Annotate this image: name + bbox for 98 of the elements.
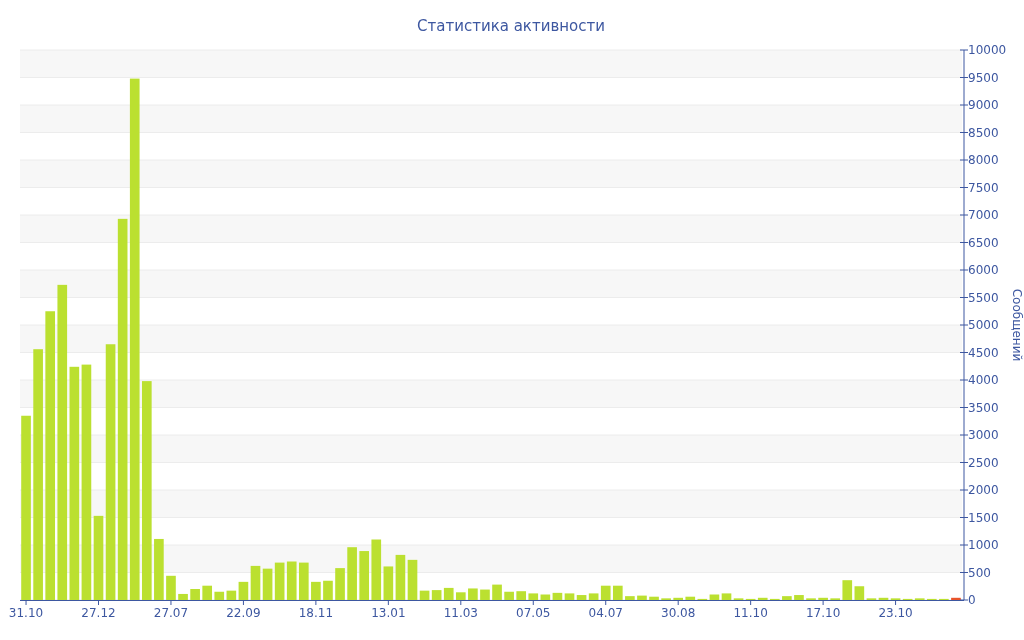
bar [552, 592, 563, 600]
bar [625, 596, 635, 600]
bar [226, 590, 237, 600]
y-tick-label: 6000 [968, 263, 999, 278]
x-tick-label: 17.10 [805, 606, 841, 620]
bar [190, 589, 200, 600]
y-tick-label: 6500 [968, 235, 999, 250]
bar [335, 568, 345, 600]
y-tick-label: 1000 [968, 538, 999, 553]
bar [129, 78, 140, 600]
bar [81, 364, 92, 600]
bar [274, 562, 285, 600]
bar [637, 595, 647, 600]
bar [141, 381, 152, 600]
y-tick-label: 5000 [968, 318, 999, 333]
bar [383, 566, 394, 600]
y-tick-label: 4500 [968, 345, 999, 360]
x-tick-label: 04.07 [588, 606, 623, 620]
bar [757, 597, 768, 600]
bar [117, 218, 128, 600]
bar [443, 587, 454, 600]
x-tick-label: 13.01 [371, 606, 406, 620]
y-tick-label: 500 [968, 565, 991, 580]
x-tick-label: 23.10 [878, 606, 913, 620]
bar [347, 547, 357, 600]
bar [407, 559, 418, 600]
bar [166, 575, 176, 600]
bar [214, 591, 225, 600]
bar [202, 585, 213, 600]
y-tick-label: 1500 [968, 510, 999, 525]
bar [21, 415, 31, 600]
bar [105, 344, 116, 600]
bar [262, 568, 273, 600]
bar [480, 589, 490, 600]
bar [395, 554, 406, 600]
x-tick-label: 18.11 [298, 606, 334, 620]
y-tick-label: 8500 [968, 125, 999, 140]
bar [33, 349, 43, 600]
bar [576, 595, 587, 600]
bar [854, 586, 865, 600]
bar [600, 585, 611, 600]
bar [842, 580, 853, 600]
y-axis-title: Сообщений [1010, 288, 1024, 362]
bar [178, 593, 188, 600]
y-tick-label: 9500 [968, 70, 999, 85]
bar [528, 593, 539, 600]
x-tick-label: 11.03 [443, 606, 478, 620]
bar [57, 284, 68, 600]
y-tick-label: 3000 [968, 428, 999, 443]
bar [673, 597, 684, 600]
bar [45, 311, 56, 600]
y-tick-label: 0 [968, 593, 976, 608]
bar [564, 593, 575, 600]
bar [250, 565, 261, 600]
y-tick-label: 10000 [968, 43, 1007, 58]
y-tick-label: 9000 [968, 98, 999, 113]
bar [818, 597, 828, 600]
bar [782, 596, 792, 600]
x-tick-label: 11.10 [733, 606, 768, 620]
bar [93, 515, 104, 600]
y-tick-label: 7000 [968, 208, 999, 223]
bar [286, 561, 297, 600]
bar [431, 590, 442, 600]
bar [504, 591, 514, 600]
bar [721, 593, 732, 600]
bar [371, 539, 382, 600]
bar [238, 581, 249, 600]
bar [685, 596, 696, 600]
bar [492, 584, 502, 600]
y-tick-label: 7500 [968, 180, 999, 195]
bar [794, 595, 804, 600]
x-tick-label: 07.05 [516, 606, 551, 620]
bar [455, 592, 466, 600]
bar [588, 593, 599, 600]
bar [69, 366, 80, 600]
bar [323, 580, 333, 600]
y-tick-label: 5500 [968, 290, 999, 305]
x-tick-label: 31.10 [8, 606, 44, 620]
bar [468, 588, 478, 600]
bar [311, 581, 321, 600]
chart-title: Статистика активности [417, 17, 605, 35]
y-tick-label: 4000 [968, 373, 999, 388]
y-tick-label: 3500 [968, 400, 999, 415]
bar [612, 585, 623, 600]
bar [298, 562, 309, 600]
y-tick-label: 2000 [968, 483, 999, 498]
x-tick-label: 27.12 [81, 606, 116, 620]
y-tick-label: 2500 [968, 455, 999, 470]
x-tick-label: 27.07 [153, 606, 189, 620]
bar [649, 596, 659, 600]
bar [419, 590, 430, 600]
bar [951, 597, 961, 600]
bar [154, 538, 164, 600]
x-tick-label: 22.09 [226, 606, 261, 620]
x-tick-label: 30.08 [661, 606, 696, 620]
bar [516, 591, 527, 600]
bar [359, 551, 370, 600]
y-tick-label: 8000 [968, 153, 999, 168]
